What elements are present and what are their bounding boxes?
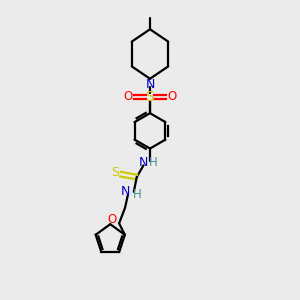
Text: N: N (139, 156, 148, 169)
Text: H: H (149, 156, 158, 169)
Text: S: S (146, 90, 154, 104)
Text: O: O (168, 91, 177, 103)
Text: N: N (145, 77, 155, 91)
Text: O: O (123, 91, 132, 103)
Text: H: H (132, 188, 141, 201)
Text: N: N (121, 185, 130, 198)
Text: O: O (107, 213, 116, 226)
Text: S: S (111, 166, 119, 179)
